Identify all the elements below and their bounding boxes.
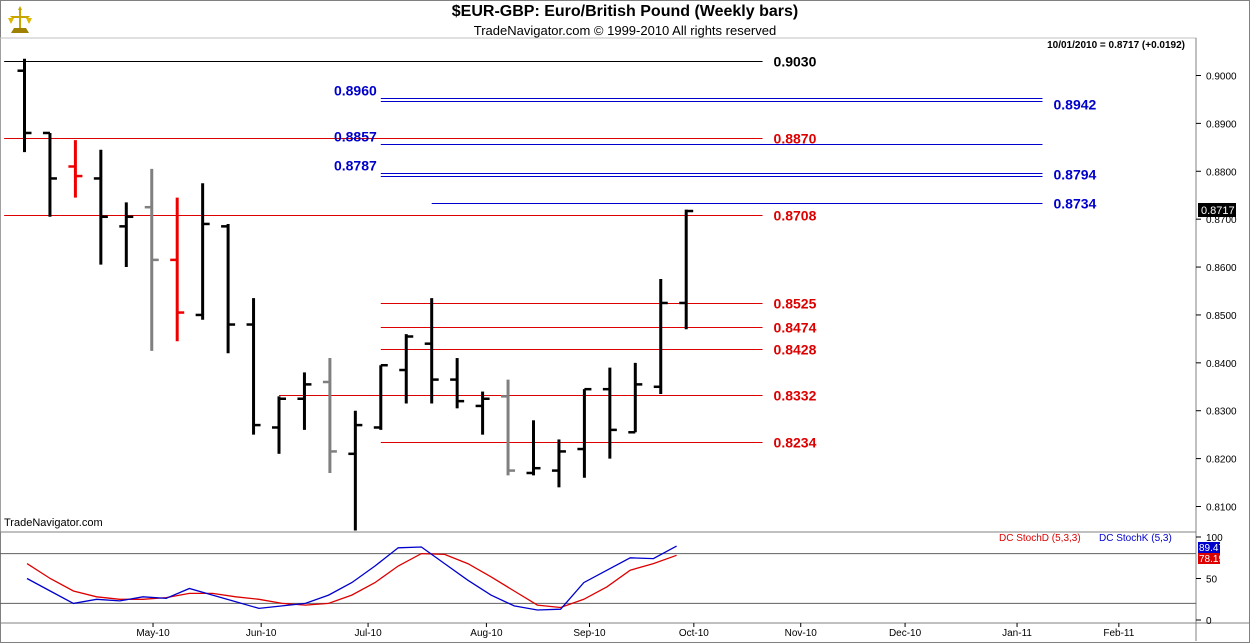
price-level-label: 0.8474 <box>774 320 817 336</box>
stochastic-reference-lines <box>0 553 1196 604</box>
price-level-label: 0.8870 <box>774 131 817 147</box>
price-tick-label: 0.9000 <box>1206 72 1237 83</box>
weekly-ohlc-bars <box>17 58 694 531</box>
price-tick-label: 0.8900 <box>1206 119 1237 130</box>
copyright-notice: TradeNavigator.com © 1999-2010 All right… <box>473 23 777 38</box>
watermark-label: TradeNavigator.com <box>4 517 103 529</box>
price-level-label: 0.8787 <box>334 158 377 174</box>
stoch-k-tag: 89.47 <box>1199 543 1224 554</box>
date-tick-label: Aug-10 <box>470 628 503 639</box>
stochastic-panel-frame <box>0 531 1197 624</box>
price-level-label: 0.8942 <box>1054 97 1097 113</box>
last-price-tag-bg <box>1198 203 1236 217</box>
stoch-k-tag-bg <box>1198 542 1220 553</box>
price-level-label: 0.8332 <box>774 388 817 404</box>
price-level-label: 0.8734 <box>1054 196 1097 212</box>
price-tick-label: 0.8200 <box>1206 455 1237 466</box>
date-tick-label: Feb-11 <box>1103 628 1134 639</box>
price-tick-label: 0.8600 <box>1206 263 1237 274</box>
stoch-tick-label: 100 <box>1206 533 1223 544</box>
price-level-label: 0.8857 <box>334 129 377 145</box>
date-tick-label: Dec-10 <box>889 628 922 639</box>
stoch-d-tag: 78.19 <box>1199 554 1224 565</box>
price-axis-ticks: 0.9000 0.8900 0.8800 0.8700 0.8600 0.8500 0.84… <box>1196 72 1237 514</box>
date-tick-label: Nov-10 <box>785 628 818 639</box>
date-tick-label: Sep-10 <box>573 628 606 639</box>
chart-title: $EUR-GBP: Euro/British Pound (Weekly bar… <box>451 3 799 20</box>
price-tick-label: 0.8100 <box>1206 503 1237 514</box>
stoch-d-tag-bg <box>1198 553 1220 564</box>
stoch-k-legend: DC StochK (5,3) <box>1099 533 1172 544</box>
price-tick-label: 0.8800 <box>1206 167 1237 178</box>
price-tick-label: 0.8400 <box>1206 359 1237 370</box>
price-level-label: 0.8794 <box>1054 167 1097 183</box>
trade-navigator-logo-icon[interactable] <box>4 4 36 36</box>
price-level-label: 0.8525 <box>774 296 817 312</box>
stoch-k-line <box>26 545 677 611</box>
date-tick-label: Jun-10 <box>246 628 277 639</box>
stoch-tick-label: 0 <box>1206 616 1212 627</box>
stoch-d-line <box>26 552 677 609</box>
date-tick-label: Jul-10 <box>354 628 382 639</box>
stochastic-axis-ticks: 0 50 100 <box>1196 533 1223 627</box>
date-axis-ticks: May-10 Jun-10 Jul-10 Aug-10 Sep-10 Oct-10 Nov-… <box>136 623 1135 639</box>
price-level-label: 0.8428 <box>774 342 817 358</box>
price-level-label: 0.9030 <box>774 54 817 70</box>
price-level-label: 0.8234 <box>774 435 817 451</box>
price-tick-label: 0.8700 <box>1206 215 1237 226</box>
fibonacci-levels: 0.9030 0.8960 0.8942 0.8870 0.8857 0.8787 0.87… <box>4 54 1097 451</box>
date-tick-label: Oct-10 <box>679 628 709 639</box>
stoch-d-legend: DC StochD (5,3,3) <box>999 533 1081 544</box>
stoch-tick-label: 50 <box>1206 575 1218 586</box>
price-level-label: 0.8708 <box>774 208 817 224</box>
price-tick-label: 0.8300 <box>1206 407 1237 418</box>
price-panel-frame <box>0 37 1197 533</box>
price-level-label: 0.8960 <box>334 83 377 99</box>
last-price-tag: 0.8717 <box>1201 205 1235 217</box>
last-quote-label: 10/01/2010 = 0.8717 (+0.0192) <box>1047 40 1185 51</box>
price-tick-label: 0.8500 <box>1206 311 1237 322</box>
date-tick-label: May-10 <box>136 628 170 639</box>
date-tick-label: Jan-11 <box>1002 628 1032 639</box>
